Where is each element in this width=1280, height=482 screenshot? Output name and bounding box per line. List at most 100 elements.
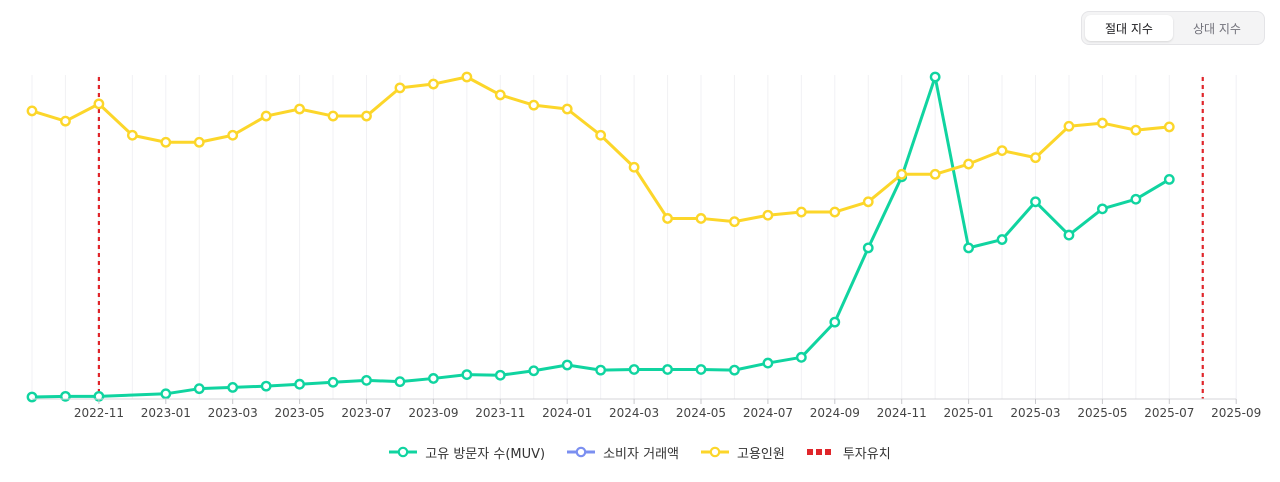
legend-label-transaction: 소비자 거래액 bbox=[603, 446, 679, 462]
data-point[interactable] bbox=[394, 82, 406, 94]
data-point[interactable] bbox=[294, 378, 305, 390]
data-point[interactable] bbox=[260, 380, 272, 392]
x-tick-label: 2025-03 bbox=[1010, 406, 1060, 420]
absolute-index-toggle[interactable]: 절대 지수 bbox=[1085, 15, 1173, 41]
data-point[interactable] bbox=[963, 158, 974, 170]
data-point[interactable] bbox=[1163, 173, 1175, 185]
data-point[interactable] bbox=[193, 136, 205, 148]
data-point[interactable] bbox=[996, 234, 1008, 245]
data-point[interactable] bbox=[494, 369, 506, 381]
series-line bbox=[30, 75, 1171, 399]
data-point[interactable] bbox=[1130, 193, 1142, 205]
x-tick-label: 2023-01 bbox=[141, 406, 191, 420]
data-point[interactable] bbox=[461, 369, 473, 380]
x-tick-label: 2023-07 bbox=[341, 406, 391, 420]
data-point[interactable] bbox=[193, 383, 205, 395]
legend-item-transaction[interactable]: 소비자 거래액 bbox=[567, 443, 679, 462]
data-point[interactable] bbox=[762, 209, 774, 221]
series-lines bbox=[26, 71, 1175, 403]
data-point[interactable] bbox=[862, 196, 874, 208]
data-point[interactable] bbox=[60, 390, 71, 402]
data-point[interactable] bbox=[160, 388, 172, 400]
legend-item-employees[interactable]: 고용인원 bbox=[701, 443, 785, 462]
relative-index-toggle[interactable]: 상대 지수 bbox=[1193, 21, 1241, 36]
data-point[interactable] bbox=[528, 365, 540, 377]
data-point[interactable] bbox=[394, 376, 406, 388]
legend-label-investment: 투자유치 bbox=[842, 446, 891, 462]
data-point[interactable] bbox=[361, 110, 372, 122]
index-mode-toggle: 절대 지수 상대 지수 bbox=[1081, 11, 1265, 45]
data-point[interactable] bbox=[762, 357, 774, 369]
data-point[interactable] bbox=[1130, 124, 1142, 136]
data-point[interactable] bbox=[227, 381, 239, 393]
data-point[interactable] bbox=[929, 168, 941, 180]
x-tick-label: 2022-11 bbox=[74, 406, 124, 420]
data-point[interactable] bbox=[795, 206, 807, 218]
legend-item-muv[interactable]: 고유 방문자 수(MUV) bbox=[389, 443, 545, 462]
data-point[interactable] bbox=[160, 136, 172, 148]
data-point[interactable] bbox=[1097, 117, 1108, 129]
investment-markers bbox=[97, 77, 1204, 399]
x-tick-label: 2024-11 bbox=[877, 406, 927, 420]
data-point[interactable] bbox=[595, 129, 607, 141]
data-point[interactable] bbox=[427, 373, 439, 384]
data-point[interactable] bbox=[60, 115, 71, 127]
data-point[interactable] bbox=[862, 242, 874, 254]
data-point[interactable] bbox=[662, 213, 673, 224]
data-point[interactable] bbox=[729, 216, 740, 228]
x-tick-label: 2024-03 bbox=[609, 406, 659, 420]
data-point[interactable] bbox=[662, 364, 673, 375]
data-point[interactable] bbox=[227, 129, 239, 141]
data-point[interactable] bbox=[361, 374, 372, 386]
data-point[interactable] bbox=[561, 103, 573, 115]
data-point[interactable] bbox=[628, 364, 640, 375]
data-point[interactable] bbox=[1030, 196, 1041, 208]
data-point[interactable] bbox=[695, 364, 707, 375]
data-point[interactable] bbox=[260, 110, 272, 122]
legend-label-employees: 고용인원 bbox=[737, 446, 785, 462]
data-point[interactable] bbox=[26, 105, 38, 117]
data-point[interactable] bbox=[427, 78, 439, 90]
data-point[interactable] bbox=[929, 71, 941, 83]
series-group bbox=[26, 71, 1175, 228]
data-point[interactable] bbox=[494, 89, 506, 101]
x-tick-label: 2024-09 bbox=[810, 406, 860, 420]
data-point[interactable] bbox=[1163, 121, 1175, 133]
data-point[interactable] bbox=[996, 145, 1008, 157]
legend: 고유 방문자 수(MUV) 소비자 거래액 고용인원 투자유치 bbox=[0, 440, 1280, 464]
data-point[interactable] bbox=[795, 351, 807, 363]
x-tick-label: 2025-09 bbox=[1211, 406, 1261, 420]
data-point[interactable] bbox=[896, 168, 908, 180]
data-point[interactable] bbox=[729, 364, 740, 376]
data-point[interactable] bbox=[829, 316, 841, 328]
data-point[interactable] bbox=[963, 242, 974, 254]
x-tick-label: 2025-01 bbox=[944, 406, 994, 420]
data-point[interactable] bbox=[26, 391, 38, 403]
data-point[interactable] bbox=[1030, 152, 1041, 164]
legend-item-investment[interactable]: 투자유치 bbox=[806, 443, 891, 462]
data-point[interactable] bbox=[628, 161, 640, 173]
x-axis: 2022-11 2023-01 2023-03 2023-05 2023-07 2023-… bbox=[32, 398, 1261, 420]
data-point[interactable] bbox=[528, 99, 540, 111]
x-tick-label: 2025-07 bbox=[1144, 406, 1194, 420]
data-point[interactable] bbox=[561, 359, 573, 371]
data-point[interactable] bbox=[126, 129, 138, 141]
x-tick-label: 2023-03 bbox=[208, 406, 258, 420]
legend-swatch-muv bbox=[389, 446, 418, 458]
data-point[interactable] bbox=[1063, 120, 1075, 132]
data-point[interactable] bbox=[327, 376, 339, 388]
data-point[interactable] bbox=[461, 71, 473, 83]
x-tick-label: 2025-05 bbox=[1077, 406, 1127, 420]
data-point[interactable] bbox=[829, 206, 841, 218]
data-point[interactable] bbox=[1063, 229, 1075, 241]
x-tick-label: 2023-11 bbox=[475, 406, 525, 420]
data-point[interactable] bbox=[1097, 203, 1108, 215]
legend-swatch-employees bbox=[701, 446, 729, 458]
data-point[interactable] bbox=[93, 98, 105, 110]
data-point[interactable] bbox=[595, 364, 607, 376]
x-tick-label: 2023-09 bbox=[408, 406, 458, 420]
data-point[interactable] bbox=[695, 213, 707, 224]
x-tick-label: 2024-05 bbox=[676, 406, 726, 420]
data-point[interactable] bbox=[294, 103, 305, 115]
data-point[interactable] bbox=[327, 110, 339, 122]
